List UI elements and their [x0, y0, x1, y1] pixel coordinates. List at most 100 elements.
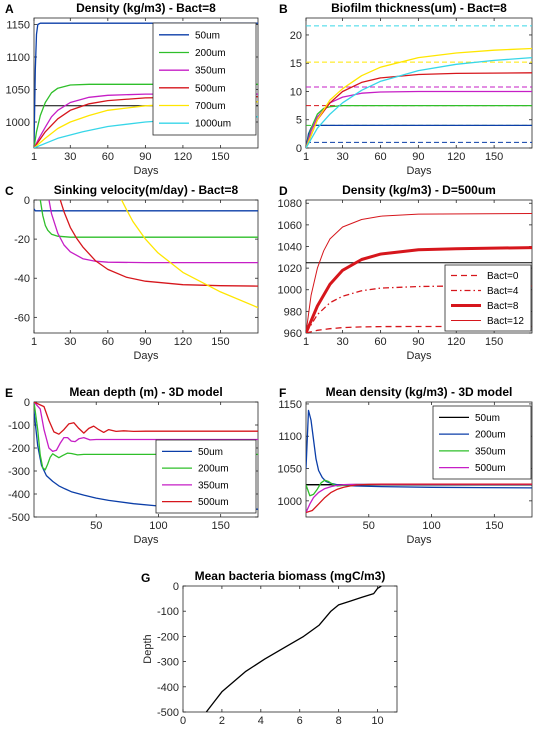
x-tick-label-a: 1 — [31, 151, 37, 163]
legend-label-d-bact-8: Bact=8 — [487, 301, 519, 312]
panel-label-c: C — [5, 184, 14, 198]
legend-label-e-200um: 200um — [198, 464, 229, 475]
legend-label-a-500um: 500um — [195, 83, 226, 94]
y-tick-label-a: 1000 — [6, 117, 30, 129]
y-tick-label-g: -500 — [157, 707, 179, 719]
series-line-a-50um — [34, 22, 258, 148]
series-line-d-bact-8 — [306, 246, 532, 333]
x-tick-label-a: 60 — [102, 151, 114, 163]
series-line-b-700um — [306, 47, 532, 148]
series-line-e-500um — [34, 402, 258, 435]
x-tick-label-c: 1 — [31, 336, 37, 348]
x-tick-label-d: 1 — [303, 336, 309, 348]
y-tick-label-d: 1080 — [278, 198, 302, 210]
panel-a: Density (kg/m3) - Bact=8 A 1 30 60 90 120 150 10… — [5, 1, 259, 177]
panel-label-b: B — [279, 2, 288, 16]
y-tick-label-f: 1000 — [278, 496, 302, 508]
panel-g: Mean bacteria biomass (mgC/m3)G0 2 4 6 8 100-… — [141, 569, 398, 727]
legend-box-d — [444, 264, 532, 332]
legend-f: 50um 200um 350um 500um — [432, 405, 532, 480]
plot-lines-f — [306, 409, 532, 514]
y-tick-label-d: 980 — [284, 306, 302, 318]
panel-title-a: Density (kg/m3) - Bact=8 — [76, 1, 216, 15]
y-tick-label-d: 1060 — [278, 220, 302, 232]
y-tick-label-e: 0 — [24, 397, 30, 409]
x-tick-label-d: 30 — [336, 336, 348, 348]
series-line-e-200um — [34, 402, 258, 471]
y-tick-label-b: 5 — [296, 115, 302, 127]
series-line-b-200um — [306, 104, 532, 148]
y-tick-label-g: -400 — [157, 682, 179, 694]
y-tick-label-d: 960 — [284, 328, 302, 340]
x-tick-label-b: 60 — [374, 151, 386, 163]
x-tick-label-g: 8 — [336, 715, 342, 727]
y-tick-label-e: -400 — [8, 489, 30, 501]
legend-label-a-700um: 700um — [195, 101, 226, 112]
legend-label-d-bact-12: Bact=12 — [487, 316, 524, 327]
x-tick-label-c: 150 — [211, 336, 229, 348]
x-tick-label-g: 0 — [180, 715, 186, 727]
x-tick-label-b: 120 — [447, 151, 465, 163]
legend-label-f-50um: 50um — [475, 413, 500, 424]
y-tick-label-b: 20 — [290, 30, 302, 42]
y-tick-label-d: 1000 — [278, 285, 302, 297]
legend-d: Bact=0 Bact=4 Bact=8 Bact=12 — [444, 264, 532, 332]
y-tick-label-a: 1050 — [6, 85, 30, 97]
x-tick-label-a: 30 — [64, 151, 76, 163]
x-tick-label-d: 60 — [374, 336, 386, 348]
plot-lines-d — [306, 213, 532, 333]
x-tick-label-f: 50 — [363, 520, 375, 532]
y-tick-label-c: 0 — [24, 195, 30, 207]
y-tick-label-g: -100 — [157, 606, 179, 618]
plot-area-g — [182, 585, 398, 713]
panel-label-a: A — [5, 2, 14, 16]
x-tick-label-e: 50 — [90, 520, 102, 532]
x-tick-label-b: 30 — [336, 151, 348, 163]
panel-c: Sinking velocity(m/day) - Bact=8 C 1 30 60 90… — [5, 183, 259, 362]
panel-title-b: Biofilm thickness(um) - Bact=8 — [331, 1, 507, 15]
legend-box-e — [155, 439, 257, 514]
x-axis-label-c: Days — [133, 350, 159, 362]
legend-label-f-500um: 500um — [475, 463, 506, 474]
x-tick-label-d: 120 — [447, 336, 465, 348]
x-tick-label-f: 150 — [485, 520, 503, 532]
y-tick-label-g: 0 — [173, 581, 179, 593]
panel-e: Mean depth (m) - 3D model E 50 100 150 0 -100 -… — [5, 385, 259, 546]
legend-label-a-200um: 200um — [195, 48, 226, 59]
series-line-c-700um — [121, 200, 258, 309]
panel-title-g: Mean bacteria biomass (mgC/m3) — [195, 569, 386, 583]
x-tick-label-c: 30 — [64, 336, 76, 348]
y-axis-label-g: Depth — [142, 634, 154, 663]
x-tick-label-d: 90 — [412, 336, 424, 348]
series-line-b-350um — [306, 90, 532, 148]
legend-label-d-bact-0: Bact=0 — [487, 271, 519, 282]
plot-area-c — [33, 199, 259, 334]
y-tick-label-e: -300 — [8, 466, 30, 478]
legend-label-a-350um: 350um — [195, 66, 226, 77]
series-line-e-350um — [34, 402, 258, 453]
x-tick-label-e: 100 — [149, 520, 167, 532]
y-tick-label-e: -200 — [8, 443, 30, 455]
panel-label-g: G — [141, 571, 150, 585]
series-line-d-bact-12 — [306, 213, 532, 333]
y-tick-label-b: 0 — [296, 143, 302, 155]
x-tick-label-d: 150 — [485, 336, 503, 348]
x-tick-label-c: 120 — [174, 336, 192, 348]
legend-box-a — [152, 22, 257, 136]
y-tick-label-d: 1020 — [278, 263, 302, 275]
panel-d: Density (kg/m3) - D=500um D 1 30 60 90 120 150 9… — [278, 183, 533, 362]
legend-label-d-bact-4: Bact=4 — [487, 286, 519, 297]
y-tick-label-c: -20 — [14, 234, 30, 246]
panel-label-e: E — [5, 386, 13, 400]
legend-label-f-200um: 200um — [475, 430, 506, 441]
x-tick-label-g: 4 — [258, 715, 264, 727]
plot-lines-g — [205, 586, 382, 712]
series-line-d-bact-4 — [306, 285, 532, 333]
x-axis-label-d: Days — [406, 350, 432, 362]
panel-title-d: Density (kg/m3) - D=500um — [342, 183, 496, 197]
series-line-g-series-0 — [205, 586, 382, 712]
series-line-c-500um — [59, 200, 258, 287]
x-tick-label-a: 120 — [174, 151, 192, 163]
legend-label-e-500um: 500um — [198, 497, 229, 508]
legend-label-a-50um: 50um — [195, 30, 220, 41]
